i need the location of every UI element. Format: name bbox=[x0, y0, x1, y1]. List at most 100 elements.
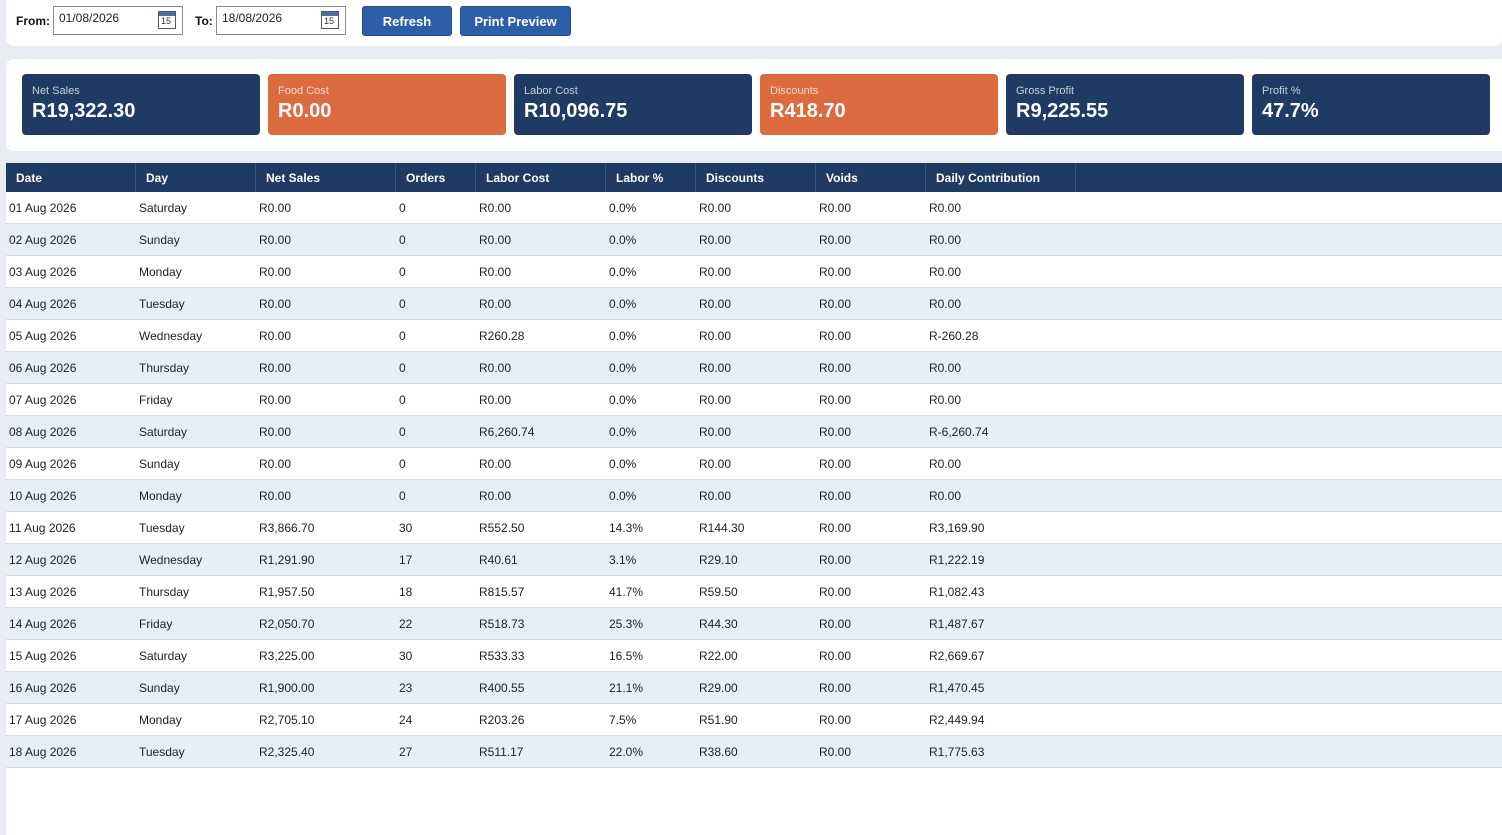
table-cell: R0.00 bbox=[819, 393, 852, 407]
table-row[interactable]: 18 Aug 2026 Tuesday R2,325.40 27 R511.17 22.0… bbox=[6, 736, 1502, 768]
column-header-voids[interactable]: Voids bbox=[816, 163, 926, 192]
table-row[interactable]: 08 Aug 2026 Saturday R0.00 0 R6,260.74 0.0% R0… bbox=[6, 416, 1502, 448]
table-cell: Monday bbox=[139, 489, 182, 503]
table-row[interactable]: 14 Aug 2026 Friday R2,050.70 22 R518.73 25.3%… bbox=[6, 608, 1502, 640]
table-cell: 0 bbox=[399, 361, 406, 375]
table-cell: R0.00 bbox=[479, 361, 512, 375]
table-cell: R511.17 bbox=[479, 745, 524, 759]
table-cell: R0.00 bbox=[819, 649, 852, 663]
kpi-card-net-sales: Net Sales R19,322.30 bbox=[22, 74, 260, 135]
table-cell: 27 bbox=[399, 745, 413, 759]
table-cell: 0.0% bbox=[609, 425, 637, 439]
print-preview-button[interactable]: Print Preview bbox=[460, 6, 571, 36]
table-cell: 0 bbox=[399, 233, 406, 247]
column-header-date[interactable]: Date bbox=[6, 163, 136, 192]
table-cell: R0.00 bbox=[259, 489, 292, 503]
table-row[interactable]: 02 Aug 2026 Sunday R0.00 0 R0.00 0.0% R0.00 R0.… bbox=[6, 224, 1502, 256]
table-cell: Sunday bbox=[139, 457, 180, 471]
table-cell: R0.00 bbox=[479, 297, 512, 311]
table-cell: Monday bbox=[139, 713, 182, 727]
table-cell: R1,487.67 bbox=[929, 617, 985, 631]
calendar-icon[interactable]: 15 bbox=[321, 11, 339, 29]
table-cell: R0.00 bbox=[479, 265, 512, 279]
table-row[interactable]: 11 Aug 2026 Tuesday R3,866.70 30 R552.50 14.3… bbox=[6, 512, 1502, 544]
table-cell: Tuesday bbox=[139, 297, 185, 311]
column-header-orders[interactable]: Orders bbox=[396, 163, 476, 192]
table-cell: 3.1% bbox=[609, 553, 637, 567]
table-cell: R0.00 bbox=[819, 265, 852, 279]
table-row[interactable]: 17 Aug 2026 Monday R2,705.10 24 R203.26 7.5% R… bbox=[6, 704, 1502, 736]
table-cell: R0.00 bbox=[929, 201, 962, 215]
table-cell: R3,866.70 bbox=[259, 521, 315, 535]
table-cell: R0.00 bbox=[819, 297, 852, 311]
kpi-card-labor-cost: Labor Cost R10,096.75 bbox=[514, 74, 752, 135]
table-cell: Saturday bbox=[139, 649, 188, 663]
table-cell: R518.73 bbox=[479, 617, 525, 631]
table-cell: R2,050.70 bbox=[259, 617, 315, 631]
column-header-net-sales[interactable]: Net Sales bbox=[256, 163, 396, 192]
table-row[interactable]: 05 Aug 2026 Wednesday R0.00 0 R260.28 0.0% R0.… bbox=[6, 320, 1502, 352]
table-cell: 0.0% bbox=[609, 297, 637, 311]
calendar-icon[interactable]: 15 bbox=[158, 11, 176, 29]
column-header-labor-cost[interactable]: Labor Cost bbox=[476, 163, 606, 192]
table-cell: 30 bbox=[399, 649, 413, 663]
table-cell: 21.1% bbox=[609, 681, 644, 695]
from-date-picker[interactable]: 01/08/2026 15 bbox=[53, 6, 183, 35]
table-row[interactable]: 15 Aug 2026 Saturday R3,225.00 30 R533.33 16.… bbox=[6, 640, 1502, 672]
table-cell: R0.00 bbox=[819, 745, 852, 759]
table-row[interactable]: 10 Aug 2026 Monday R0.00 0 R0.00 0.0% R0.00 R0.… bbox=[6, 480, 1502, 512]
column-header-day[interactable]: Day bbox=[136, 163, 256, 192]
table-cell: R2,325.40 bbox=[259, 745, 315, 759]
table-cell: R40.61 bbox=[479, 553, 518, 567]
kpi-label: Labor Cost bbox=[524, 85, 578, 97]
column-header-labor[interactable]: Labor % bbox=[606, 163, 696, 192]
table-cell: R0.00 bbox=[259, 329, 292, 343]
table-row[interactable]: 09 Aug 2026 Sunday R0.00 0 R0.00 0.0% R0.00 R0.… bbox=[6, 448, 1502, 480]
table-cell: 11 Aug 2026 bbox=[9, 521, 76, 535]
table-cell: R1,957.50 bbox=[259, 585, 315, 599]
table-row[interactable]: 07 Aug 2026 Friday R0.00 0 R0.00 0.0% R0.00 R0.… bbox=[6, 384, 1502, 416]
table-cell: Monday bbox=[139, 265, 182, 279]
to-date-value[interactable]: 18/08/2026 bbox=[222, 11, 283, 25]
table-cell: R44.30 bbox=[699, 617, 738, 631]
table-cell: R29.00 bbox=[699, 681, 738, 695]
table-cell: Friday bbox=[139, 393, 173, 407]
daily-report-table: Date Day Net Sales Orders Labor Cost Labor % D… bbox=[6, 163, 1502, 835]
table-cell: R0.00 bbox=[819, 521, 852, 535]
table-cell: 23 bbox=[399, 681, 413, 695]
table-row[interactable]: 13 Aug 2026 Thursday R1,957.50 18 R815.57 41.… bbox=[6, 576, 1502, 608]
table-row[interactable]: 03 Aug 2026 Monday R0.00 0 R0.00 0.0% R0.00 R0.… bbox=[6, 256, 1502, 288]
table-cell: 0 bbox=[399, 297, 406, 311]
kpi-card-profit: Profit % 47.7% bbox=[1252, 74, 1490, 135]
column-header-daily-contribution[interactable]: Daily Contribution bbox=[926, 163, 1076, 192]
table-cell: 03 Aug 2026 bbox=[9, 265, 77, 279]
table-cell: 0.0% bbox=[609, 201, 637, 215]
table-cell: R0.00 bbox=[929, 393, 962, 407]
table-cell: 07 Aug 2026 bbox=[9, 393, 77, 407]
table-cell: R2,705.10 bbox=[259, 713, 315, 727]
table-cell: 05 Aug 2026 bbox=[9, 329, 77, 343]
table-row[interactable]: 12 Aug 2026 Wednesday R1,291.90 17 R40.61 3.1… bbox=[6, 544, 1502, 576]
table-cell: 16 Aug 2026 bbox=[9, 681, 77, 695]
table-cell: R144.30 bbox=[699, 521, 745, 535]
column-header-discounts[interactable]: Discounts bbox=[696, 163, 816, 192]
table-cell: R533.33 bbox=[479, 649, 525, 663]
to-date-picker[interactable]: 18/08/2026 15 bbox=[216, 6, 346, 35]
table-row[interactable]: 16 Aug 2026 Sunday R1,900.00 23 R400.55 21.1%… bbox=[6, 672, 1502, 704]
table-row[interactable]: 06 Aug 2026 Thursday R0.00 0 R0.00 0.0% R0.00 R… bbox=[6, 352, 1502, 384]
table-cell: Tuesday bbox=[139, 521, 185, 535]
table-cell: R0.00 bbox=[819, 617, 852, 631]
table-row[interactable]: 01 Aug 2026 Saturday R0.00 0 R0.00 0.0% R0.00 R… bbox=[6, 192, 1502, 224]
refresh-button[interactable]: Refresh bbox=[362, 6, 452, 36]
table-cell: R0.00 bbox=[699, 361, 732, 375]
table-cell: R0.00 bbox=[819, 361, 852, 375]
from-date-value[interactable]: 01/08/2026 bbox=[59, 11, 120, 25]
table-cell: Saturday bbox=[139, 201, 188, 215]
table-cell: R0.00 bbox=[819, 489, 852, 503]
table-row[interactable]: 04 Aug 2026 Tuesday R0.00 0 R0.00 0.0% R0.00 R0… bbox=[6, 288, 1502, 320]
table-cell: R-6,260.74 bbox=[929, 425, 989, 439]
table-cell: R0.00 bbox=[929, 489, 962, 503]
table-cell: Wednesday bbox=[139, 329, 203, 343]
table-cell: 30 bbox=[399, 521, 413, 535]
table-cell: R0.00 bbox=[929, 361, 962, 375]
